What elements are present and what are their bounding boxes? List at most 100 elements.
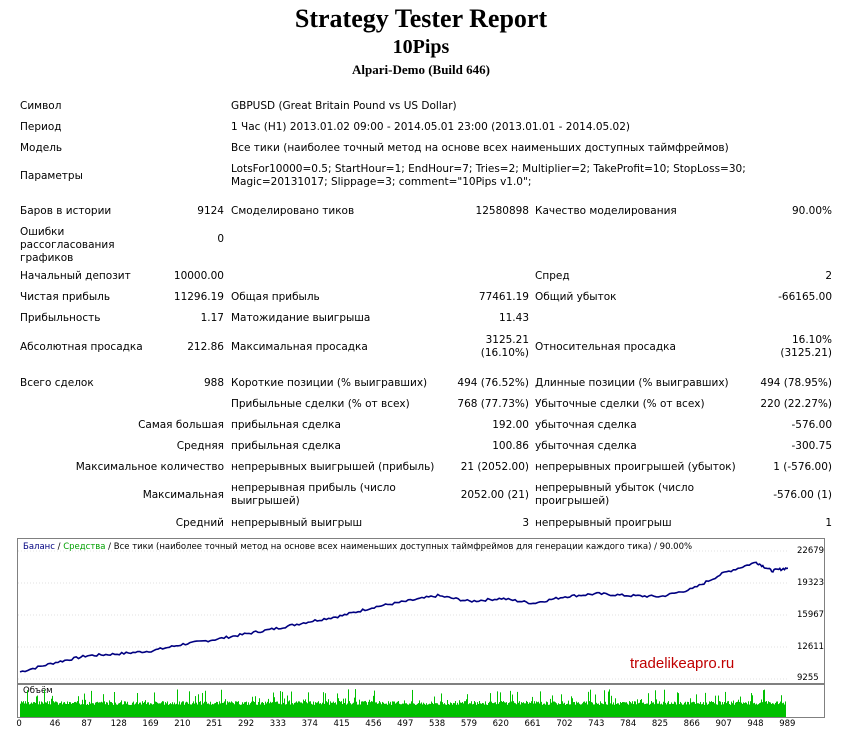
volume-bar (611, 695, 612, 717)
volume-bar (750, 701, 751, 717)
x-tick-label: 0 (16, 719, 22, 729)
volume-bar (551, 702, 552, 717)
volume-bar (640, 699, 641, 717)
volume-bar (336, 704, 337, 717)
volume-bar (527, 701, 528, 717)
volume-bar (630, 702, 631, 717)
volume-bar (526, 700, 527, 717)
volume-bar (218, 704, 219, 717)
volume-bar (195, 696, 196, 717)
volume-bar (606, 704, 607, 717)
volume-bar (383, 702, 384, 717)
volume-bar (124, 701, 125, 717)
volume-bar (29, 704, 30, 717)
gross-loss-label: Общий убыток (535, 291, 617, 303)
volume-bar (598, 703, 599, 717)
volume-bar (566, 704, 567, 717)
volume-bar (97, 701, 98, 717)
volume-bar (507, 704, 508, 717)
volume-bar (108, 704, 109, 717)
volume-bar (76, 702, 77, 717)
profit-trades-value: 768 (77.73%) (457, 398, 529, 410)
volume-bar (66, 704, 67, 717)
volume-bar (347, 703, 348, 717)
volume-bar (216, 701, 217, 717)
volume-bar (41, 701, 42, 717)
volume-bar (274, 697, 275, 717)
volume-bar (470, 703, 471, 717)
volume-bar (343, 698, 344, 717)
volume-bar (402, 703, 403, 717)
volume-bar (738, 699, 739, 717)
volume-bar (542, 704, 543, 717)
volume-bar (430, 703, 431, 717)
volume-bar (659, 701, 660, 717)
volume-bar (171, 704, 172, 717)
x-tick-label: 128 (110, 719, 127, 729)
volume-bar (157, 702, 158, 717)
volume-bar (699, 703, 700, 717)
volume-bar (457, 702, 458, 717)
volume-bar (610, 703, 611, 717)
volume-bar (589, 701, 590, 717)
volume-bar (184, 704, 185, 717)
volume-bar (767, 703, 768, 717)
volume-bar (210, 701, 211, 717)
max-count-label: Максимальное количество (75, 461, 224, 473)
y-tick-label: 9255 (797, 673, 819, 683)
volume-bar (602, 703, 603, 717)
volume-bar (721, 704, 722, 717)
volume-bar (275, 702, 276, 717)
volume-bar (352, 703, 353, 717)
volume-bar (502, 701, 503, 717)
deposit-label: Начальный депозит (20, 270, 131, 282)
volume-bar (406, 703, 407, 717)
volume-bar (337, 693, 338, 717)
server-build: Alpari-Demo (Build 646) (352, 62, 490, 77)
volume-bar (603, 704, 604, 717)
volume-bar (188, 703, 189, 717)
volume-bar (130, 704, 131, 717)
volume-bar (660, 704, 661, 717)
volume-bar (251, 701, 252, 717)
volume-bar (387, 704, 388, 717)
volume-bar (537, 702, 538, 717)
short-positions-label: Короткие позиции (% выигравших) (231, 377, 428, 389)
volume-bar (42, 702, 43, 717)
volume-bar (574, 701, 575, 717)
volume-bar (134, 704, 135, 717)
volume-bar (545, 704, 546, 717)
volume-bar (720, 701, 721, 717)
avg-loss-label: убыточная сделка (535, 440, 637, 452)
volume-bar (609, 689, 610, 717)
volume-bar (534, 701, 535, 717)
volume-bar (200, 701, 201, 717)
volume-bar (504, 702, 505, 717)
volume-bar (463, 703, 464, 717)
volume-bar (365, 700, 366, 717)
volume-bar (777, 701, 778, 717)
volume-bar (322, 702, 323, 717)
volume-bar (139, 702, 140, 717)
volume-bar (60, 702, 61, 717)
volume-bar (404, 700, 405, 717)
volume-bar (114, 692, 115, 717)
volume-bar (133, 701, 134, 717)
volume-bar (194, 703, 195, 717)
volume-bar (524, 703, 525, 717)
volume-bar (65, 703, 66, 717)
volume-bar (44, 689, 45, 717)
volume-bar (345, 698, 346, 717)
volume-bar (546, 701, 547, 717)
volume-bar (497, 691, 498, 717)
volume-bar (40, 704, 41, 717)
volume-bar (95, 702, 96, 717)
volume-bar (743, 702, 744, 717)
volume-bar (461, 702, 462, 717)
volume-bar (52, 695, 53, 717)
volume-bar (313, 701, 314, 717)
volume-bar (499, 702, 500, 717)
volume-bar (103, 694, 104, 717)
volume-bar (623, 702, 624, 717)
volume-bar (707, 704, 708, 717)
